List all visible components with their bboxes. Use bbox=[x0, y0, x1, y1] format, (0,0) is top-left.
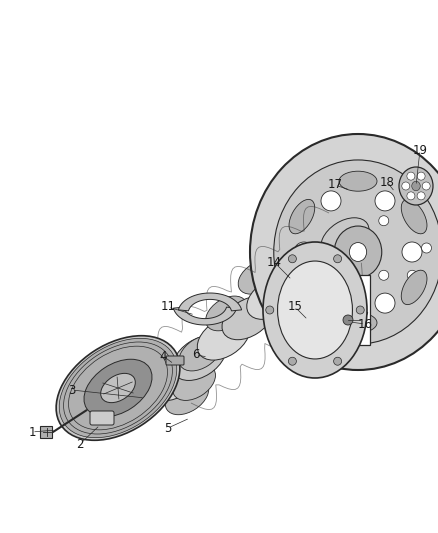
Ellipse shape bbox=[422, 182, 430, 190]
Ellipse shape bbox=[288, 255, 297, 263]
Text: 15: 15 bbox=[288, 301, 302, 313]
Ellipse shape bbox=[294, 242, 314, 262]
Text: 6: 6 bbox=[192, 349, 200, 361]
Ellipse shape bbox=[173, 365, 215, 400]
Ellipse shape bbox=[339, 313, 377, 333]
Ellipse shape bbox=[282, 234, 322, 268]
Text: 19: 19 bbox=[413, 143, 427, 157]
Ellipse shape bbox=[296, 237, 345, 279]
Ellipse shape bbox=[375, 191, 395, 211]
Ellipse shape bbox=[206, 296, 247, 331]
Ellipse shape bbox=[197, 316, 250, 360]
Ellipse shape bbox=[407, 270, 417, 280]
Ellipse shape bbox=[266, 306, 274, 314]
Ellipse shape bbox=[356, 306, 364, 314]
Ellipse shape bbox=[173, 336, 226, 381]
Ellipse shape bbox=[399, 167, 433, 205]
Text: 4: 4 bbox=[159, 350, 167, 362]
Ellipse shape bbox=[59, 338, 177, 438]
Ellipse shape bbox=[179, 336, 221, 371]
Ellipse shape bbox=[421, 243, 431, 253]
Bar bbox=[290, 275, 370, 345]
Text: 2: 2 bbox=[76, 438, 84, 450]
Ellipse shape bbox=[321, 218, 369, 258]
Ellipse shape bbox=[263, 242, 367, 378]
Polygon shape bbox=[173, 307, 237, 325]
Ellipse shape bbox=[334, 255, 342, 263]
Text: 17: 17 bbox=[328, 179, 343, 191]
Polygon shape bbox=[320, 311, 368, 325]
Text: 1: 1 bbox=[28, 425, 36, 439]
Ellipse shape bbox=[321, 191, 341, 211]
Ellipse shape bbox=[250, 134, 438, 370]
Ellipse shape bbox=[379, 270, 389, 280]
Ellipse shape bbox=[288, 357, 297, 365]
Ellipse shape bbox=[412, 181, 420, 191]
Ellipse shape bbox=[289, 199, 315, 234]
Text: 11: 11 bbox=[160, 301, 176, 313]
Ellipse shape bbox=[377, 225, 419, 271]
Ellipse shape bbox=[320, 230, 359, 262]
FancyBboxPatch shape bbox=[40, 426, 52, 438]
Ellipse shape bbox=[148, 355, 202, 401]
Ellipse shape bbox=[84, 359, 152, 417]
Text: 14: 14 bbox=[266, 255, 282, 269]
Ellipse shape bbox=[364, 243, 374, 253]
Ellipse shape bbox=[375, 293, 395, 313]
Text: 18: 18 bbox=[380, 175, 395, 189]
Ellipse shape bbox=[272, 257, 321, 299]
Ellipse shape bbox=[407, 172, 415, 180]
Text: 5: 5 bbox=[164, 422, 172, 434]
Ellipse shape bbox=[417, 172, 425, 180]
Ellipse shape bbox=[343, 315, 353, 325]
Ellipse shape bbox=[417, 192, 425, 200]
Ellipse shape bbox=[56, 336, 180, 440]
Ellipse shape bbox=[379, 216, 389, 225]
Text: 16: 16 bbox=[357, 318, 372, 330]
Ellipse shape bbox=[165, 378, 209, 415]
Text: 3: 3 bbox=[68, 384, 76, 397]
Ellipse shape bbox=[238, 260, 279, 294]
Ellipse shape bbox=[247, 277, 297, 319]
Ellipse shape bbox=[407, 216, 417, 225]
Ellipse shape bbox=[401, 270, 427, 304]
Ellipse shape bbox=[64, 342, 173, 434]
Ellipse shape bbox=[350, 243, 367, 262]
Ellipse shape bbox=[274, 160, 438, 344]
Polygon shape bbox=[294, 311, 342, 325]
Ellipse shape bbox=[334, 357, 342, 365]
Ellipse shape bbox=[222, 296, 274, 340]
Ellipse shape bbox=[407, 192, 415, 200]
FancyBboxPatch shape bbox=[166, 356, 184, 365]
Ellipse shape bbox=[289, 270, 315, 304]
Ellipse shape bbox=[360, 206, 436, 290]
Ellipse shape bbox=[101, 373, 135, 402]
Ellipse shape bbox=[401, 199, 427, 234]
Ellipse shape bbox=[402, 182, 410, 190]
Ellipse shape bbox=[278, 261, 353, 359]
Ellipse shape bbox=[321, 293, 341, 313]
Ellipse shape bbox=[68, 346, 167, 430]
Polygon shape bbox=[178, 293, 242, 311]
Ellipse shape bbox=[402, 242, 422, 262]
Ellipse shape bbox=[339, 171, 377, 191]
FancyBboxPatch shape bbox=[90, 411, 114, 425]
Ellipse shape bbox=[334, 226, 382, 278]
